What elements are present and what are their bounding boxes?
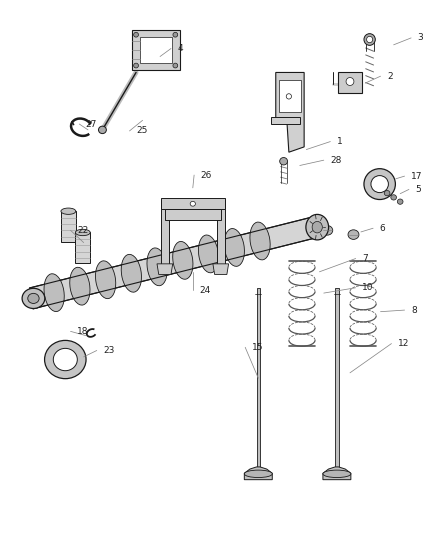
Text: 23: 23 (103, 346, 115, 355)
Polygon shape (140, 37, 172, 63)
Polygon shape (257, 288, 260, 477)
Text: 6: 6 (380, 224, 385, 233)
Ellipse shape (75, 229, 90, 236)
Ellipse shape (348, 230, 359, 239)
Polygon shape (244, 467, 272, 480)
Ellipse shape (44, 274, 64, 312)
Text: 17: 17 (411, 172, 423, 181)
Ellipse shape (250, 222, 270, 260)
Ellipse shape (384, 190, 390, 196)
Ellipse shape (312, 221, 322, 233)
Ellipse shape (53, 349, 78, 370)
Ellipse shape (397, 199, 403, 204)
Ellipse shape (364, 168, 396, 199)
Ellipse shape (346, 77, 354, 85)
Polygon shape (323, 467, 351, 480)
Polygon shape (217, 200, 225, 264)
Polygon shape (279, 80, 301, 112)
Text: 8: 8 (411, 305, 417, 314)
Polygon shape (29, 216, 319, 309)
Ellipse shape (147, 248, 167, 286)
Polygon shape (75, 232, 90, 263)
Text: 10: 10 (362, 283, 374, 292)
Text: 3: 3 (418, 34, 424, 43)
Ellipse shape (198, 235, 219, 273)
Ellipse shape (280, 158, 288, 165)
Text: 7: 7 (362, 254, 368, 263)
Ellipse shape (224, 229, 244, 266)
Ellipse shape (121, 254, 141, 292)
Text: 26: 26 (201, 171, 212, 180)
Polygon shape (165, 209, 221, 220)
Ellipse shape (322, 225, 333, 235)
Ellipse shape (190, 201, 195, 206)
Text: 18: 18 (77, 327, 88, 336)
Ellipse shape (306, 214, 328, 240)
Polygon shape (335, 288, 339, 477)
Ellipse shape (45, 341, 86, 378)
Ellipse shape (173, 33, 178, 37)
Ellipse shape (367, 36, 373, 43)
Text: 25: 25 (136, 126, 148, 135)
Ellipse shape (99, 126, 106, 134)
Ellipse shape (95, 261, 116, 298)
Ellipse shape (22, 288, 45, 309)
Polygon shape (272, 117, 300, 124)
Text: 1: 1 (337, 137, 343, 146)
Polygon shape (157, 264, 173, 274)
Ellipse shape (61, 208, 76, 214)
Polygon shape (338, 72, 362, 93)
Text: 12: 12 (398, 339, 410, 348)
Polygon shape (161, 198, 225, 209)
Ellipse shape (371, 175, 389, 192)
Ellipse shape (70, 267, 90, 305)
Ellipse shape (391, 195, 396, 200)
Polygon shape (213, 264, 229, 274)
Ellipse shape (244, 470, 272, 478)
Polygon shape (276, 72, 304, 152)
Text: 15: 15 (252, 343, 263, 352)
Ellipse shape (286, 94, 291, 99)
Text: 27: 27 (86, 119, 97, 128)
Ellipse shape (28, 293, 39, 303)
Ellipse shape (134, 33, 138, 37)
Text: 4: 4 (177, 44, 183, 53)
Ellipse shape (134, 63, 138, 68)
Ellipse shape (364, 34, 375, 45)
Text: 28: 28 (330, 156, 342, 165)
Text: 2: 2 (387, 71, 393, 80)
Text: 24: 24 (199, 286, 211, 295)
Ellipse shape (173, 241, 193, 279)
Ellipse shape (173, 63, 178, 68)
Polygon shape (161, 200, 169, 264)
Polygon shape (61, 211, 76, 242)
Text: 5: 5 (416, 185, 421, 194)
Text: 22: 22 (77, 226, 88, 235)
Ellipse shape (323, 470, 351, 478)
Polygon shape (132, 30, 180, 70)
